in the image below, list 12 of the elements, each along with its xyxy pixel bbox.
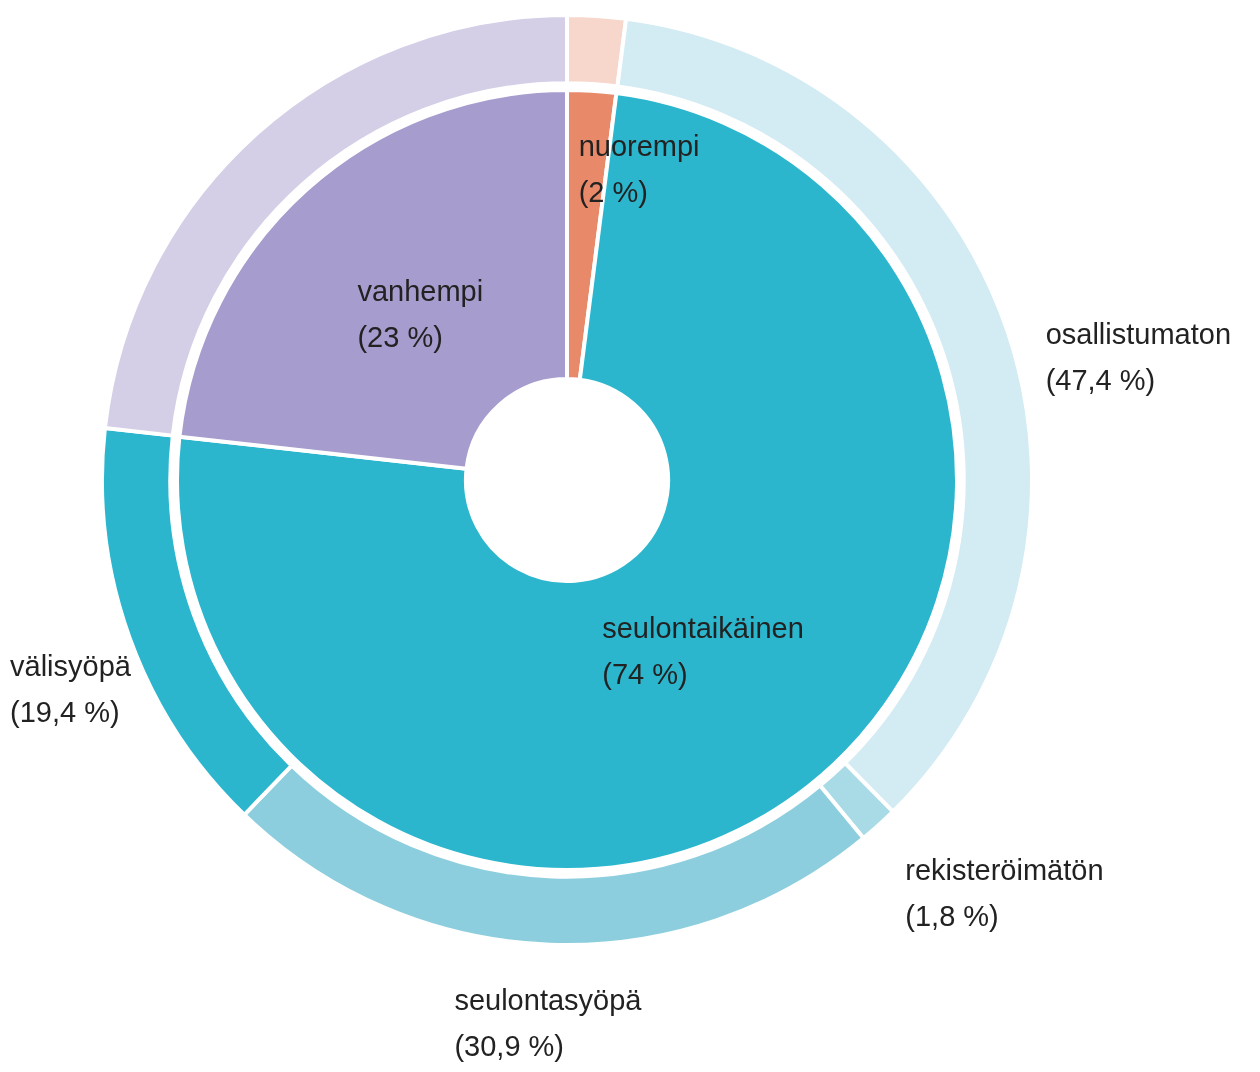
data-label: (30,9 %)	[454, 1029, 565, 1062]
data-label: (47,4 %)	[1045, 363, 1156, 396]
slice-label: rekisteröimätön	[905, 853, 1104, 886]
data-label: (23 %)	[357, 321, 443, 354]
data-label: (19,4 %)	[10, 696, 120, 729]
slice-label: vanhempi	[357, 275, 484, 308]
slice-label: välisyöpä	[10, 650, 132, 683]
slice-label: seulontasyöpä	[454, 983, 643, 1016]
data-label: (74 %)	[602, 657, 688, 690]
slice-label: osallistumaton	[1045, 317, 1232, 350]
data-label: (1,8 %)	[905, 899, 999, 932]
slice-label: seulontaikäinen	[602, 611, 804, 644]
